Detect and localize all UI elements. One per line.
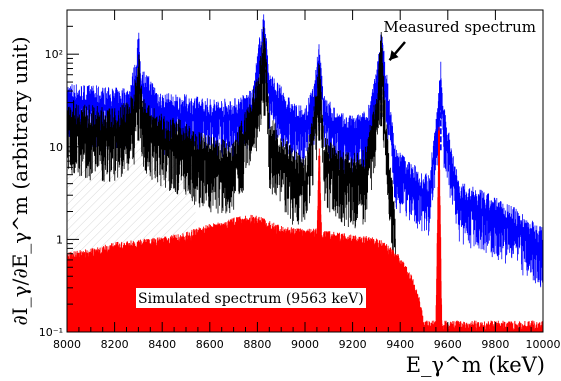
x-tick-label: 9000 <box>291 338 319 351</box>
x-tick-label: 9400 <box>386 338 414 351</box>
y-tick-label: 10 <box>49 141 63 154</box>
x-tick-label: 8200 <box>101 338 129 351</box>
x-tick-label: 9600 <box>434 338 462 351</box>
x-tick-label: 9200 <box>339 338 367 351</box>
annotation-arrowhead <box>389 50 399 61</box>
x-axis-title: E_γ^m (keV) <box>406 353 545 377</box>
simulated-label-box <box>136 288 366 308</box>
x-tick-label: 10000 <box>526 338 561 351</box>
x-tick-label: 8800 <box>243 338 271 351</box>
y-tick-label: 10² <box>45 48 63 61</box>
x-tick-label: 8000 <box>53 338 81 351</box>
x-tick-label: 8600 <box>196 338 224 351</box>
y-tick-label: 10⁻¹ <box>39 326 63 339</box>
simulated-spectrum-label: Simulated spectrum (9563 keV) <box>138 291 364 307</box>
y-axis-title: ∂I_γ/∂E_γ^m (arbitrary unit) <box>8 36 32 325</box>
y-tick-label: 1 <box>56 233 63 246</box>
x-tick-label: 9800 <box>481 338 509 351</box>
measured-spectrum-label: Measured spectrum <box>383 18 536 36</box>
x-tick-label: 8400 <box>148 338 176 351</box>
series-1 <box>67 26 396 287</box>
